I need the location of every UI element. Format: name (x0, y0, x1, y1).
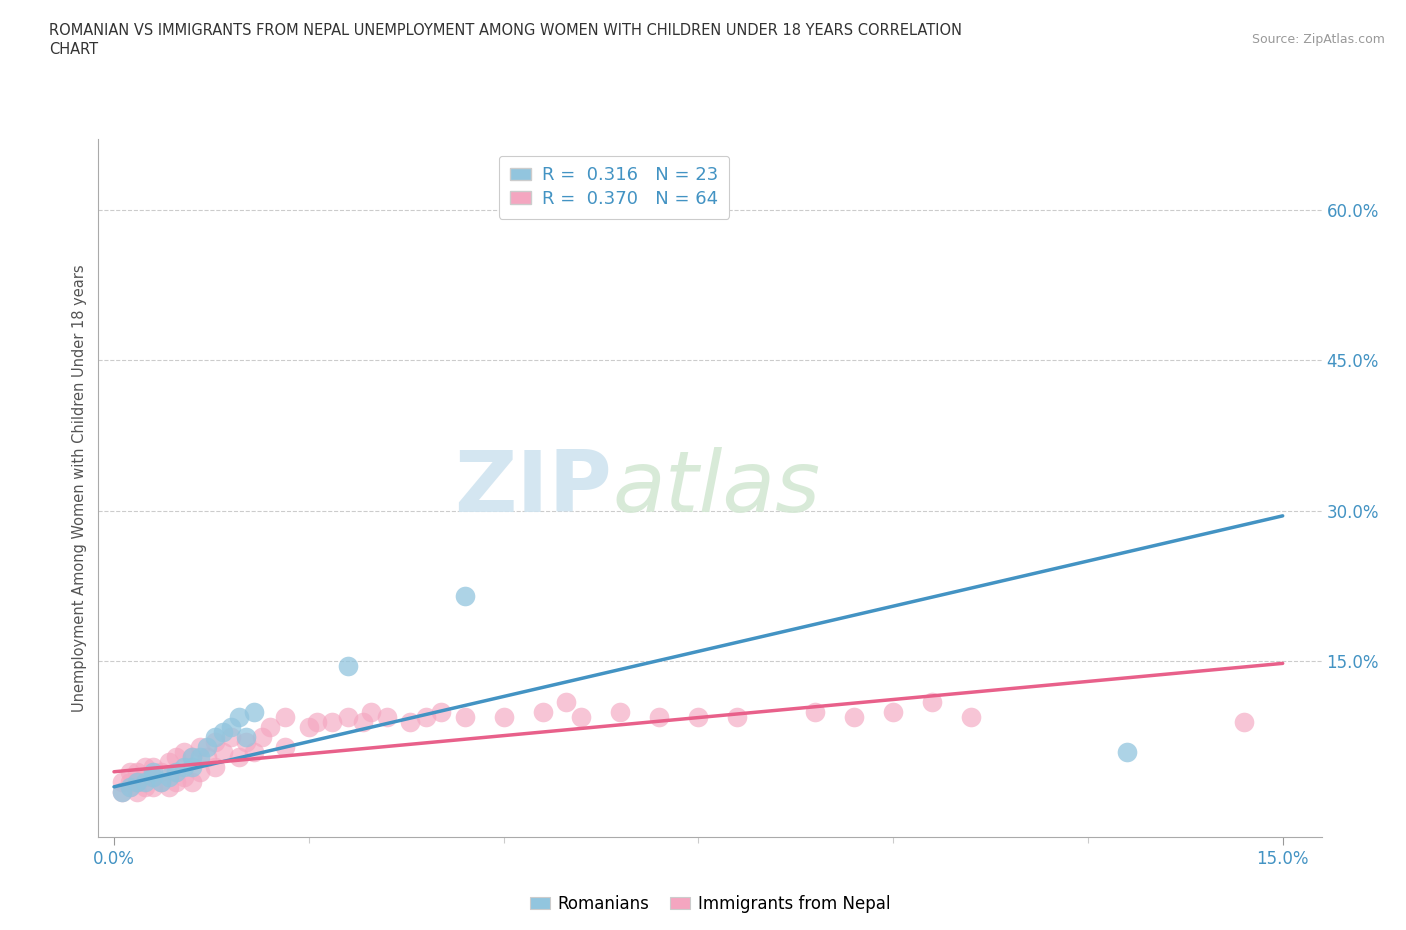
Point (609, 704, 631, 719)
Point (142, 769, 165, 784)
Point (173, 744, 195, 759)
Point (1233, 714, 1256, 729)
Point (173, 769, 195, 784)
Point (127, 784, 149, 799)
Point (165, 764, 187, 779)
Point (250, 729, 273, 744)
Point (243, 704, 266, 719)
Point (259, 719, 281, 734)
Point (111, 784, 134, 799)
Point (305, 714, 328, 729)
Point (453, 589, 475, 604)
Text: atlas: atlas (612, 446, 820, 530)
Point (212, 744, 235, 759)
Point (336, 710, 359, 724)
Point (197, 750, 219, 764)
Point (180, 750, 202, 764)
Point (127, 775, 149, 790)
Point (219, 729, 242, 744)
Point (648, 710, 671, 724)
Point (453, 710, 475, 724)
Point (688, 710, 710, 724)
Y-axis label: Unemployment Among Women with Children Under 18 years: Unemployment Among Women with Children U… (72, 264, 87, 712)
Point (188, 764, 211, 779)
Text: CHART: CHART (49, 42, 98, 57)
Point (804, 704, 827, 719)
Point (1115, 744, 1137, 759)
Point (571, 710, 593, 724)
Point (204, 759, 226, 774)
Point (134, 775, 156, 790)
Point (212, 724, 235, 739)
Point (118, 779, 141, 794)
Point (298, 719, 321, 734)
Point (134, 759, 156, 774)
Legend: Romanians, Immigrants from Nepal: Romanians, Immigrants from Nepal (523, 888, 897, 920)
Point (204, 729, 226, 744)
Point (127, 775, 149, 790)
Point (336, 659, 359, 674)
Point (430, 704, 453, 719)
Point (127, 764, 149, 779)
Point (142, 764, 165, 779)
Text: Source: ZipAtlas.com: Source: ZipAtlas.com (1251, 33, 1385, 46)
Text: ZIP: ZIP (454, 446, 612, 530)
Point (142, 779, 165, 794)
Point (844, 710, 866, 724)
Point (180, 750, 202, 764)
Point (173, 759, 195, 774)
Point (228, 710, 250, 724)
Point (399, 714, 422, 729)
Point (235, 734, 257, 749)
Point (165, 750, 187, 764)
Point (149, 775, 172, 790)
Point (197, 739, 219, 754)
Point (725, 710, 748, 724)
Point (274, 710, 297, 724)
Point (142, 769, 165, 784)
Point (960, 710, 983, 724)
Point (274, 739, 297, 754)
Point (111, 784, 134, 799)
Point (235, 729, 257, 744)
Point (204, 734, 226, 749)
Point (180, 759, 202, 774)
Point (882, 704, 904, 719)
Point (554, 694, 576, 709)
Point (142, 759, 165, 774)
Text: ROMANIAN VS IMMIGRANTS FROM NEPAL UNEMPLOYMENT AMONG WOMEN WITH CHILDREN UNDER 1: ROMANIAN VS IMMIGRANTS FROM NEPAL UNEMPL… (49, 23, 962, 38)
Point (492, 710, 515, 724)
Point (118, 764, 141, 779)
Point (415, 710, 437, 724)
Point (165, 764, 187, 779)
Point (180, 775, 202, 790)
Point (360, 704, 382, 719)
Point (134, 769, 156, 784)
Point (157, 779, 180, 794)
Point (188, 739, 211, 754)
Point (352, 714, 374, 729)
Point (118, 779, 141, 794)
Point (111, 775, 134, 790)
Point (188, 750, 211, 764)
Point (375, 710, 398, 724)
Point (243, 744, 266, 759)
Point (134, 779, 156, 794)
Point (165, 775, 187, 790)
Point (149, 775, 172, 790)
Point (921, 694, 943, 709)
Point (149, 764, 172, 779)
Point (157, 754, 180, 769)
Point (321, 714, 343, 729)
Point (228, 750, 250, 764)
Point (531, 704, 554, 719)
Point (157, 769, 180, 784)
Point (219, 719, 242, 734)
Point (118, 775, 141, 790)
